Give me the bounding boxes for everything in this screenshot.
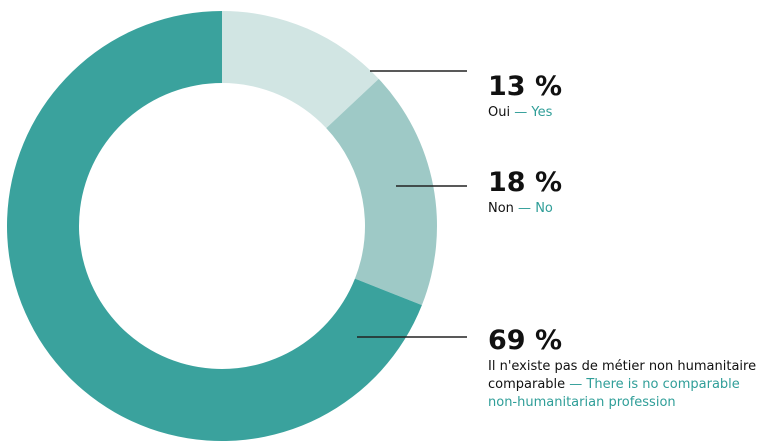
slice-non-label-en: No — [535, 201, 553, 216]
slice-non-label-fr: Non — [488, 201, 514, 216]
slice-none-label: Il n'existe pas de métier non humanitair… — [488, 358, 768, 412]
slice-none-arc — [7, 11, 422, 441]
slice-oui-label: Oui — Yes — [488, 104, 770, 122]
slice-non-arc — [326, 78, 437, 306]
slice-none-percent: 69 % — [488, 325, 563, 356]
slice-none-label-en: There is no comparable non-humanitarian … — [488, 377, 740, 410]
slice-oui-label-fr: Oui — [488, 105, 511, 120]
slice-non-label: Non — No — [488, 200, 770, 218]
slice-none-separator: — — [565, 377, 587, 392]
slice-oui-arc — [222, 11, 379, 129]
slice-oui-separator: — — [510, 105, 532, 120]
slice-oui-label-en: Yes — [531, 105, 553, 120]
slice-none-label-fr: Il n'existe pas de métier non humanitair… — [488, 359, 757, 392]
slice-non-percent: 18 % — [488, 167, 563, 198]
slice-oui-percent: 13 % — [488, 71, 563, 102]
slice-non-separator: — — [513, 201, 536, 216]
